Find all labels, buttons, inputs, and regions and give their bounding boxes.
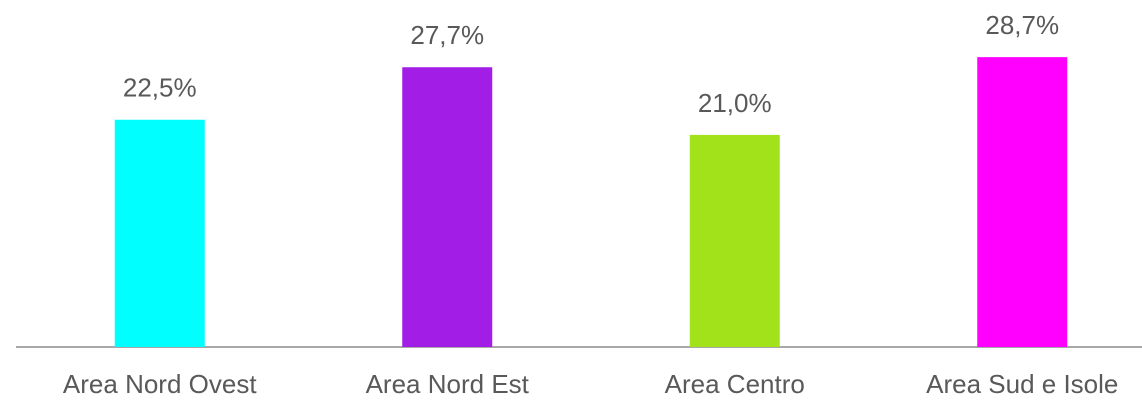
value-label: 21,0%: [698, 88, 772, 118]
x-tick-label: Area Centro: [665, 369, 805, 399]
value-label: 27,7%: [410, 20, 484, 50]
bar: [114, 119, 205, 347]
value-label: 28,7%: [985, 10, 1059, 40]
x-tick-label: Area Nord Est: [366, 369, 530, 399]
bar: [977, 57, 1068, 347]
value-label: 22,5%: [123, 73, 197, 103]
x-tick-label: Area Nord Ovest: [63, 369, 257, 399]
bar: [689, 134, 780, 347]
bar: [402, 67, 493, 347]
x-tick-label: Area Sud e Isole: [926, 369, 1118, 399]
